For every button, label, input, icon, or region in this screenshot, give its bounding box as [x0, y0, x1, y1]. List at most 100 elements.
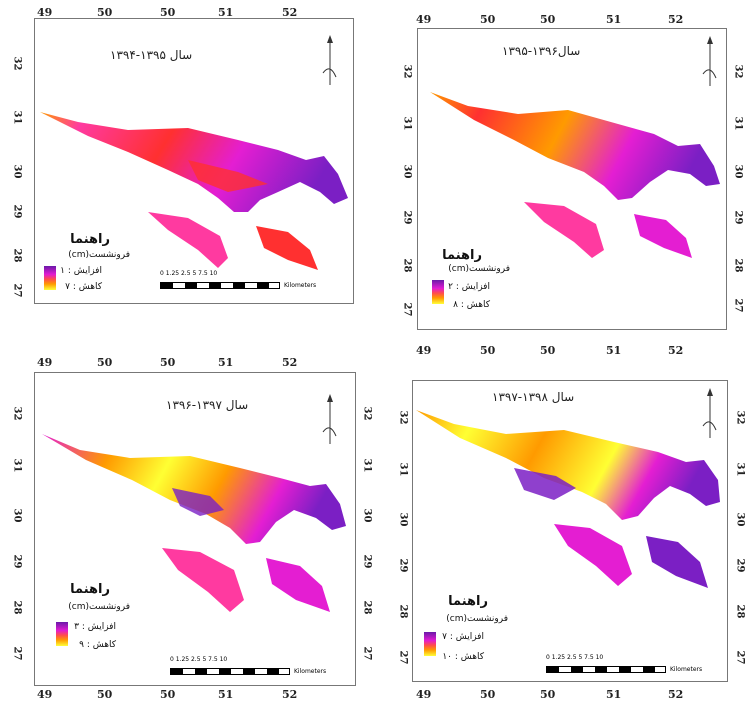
x-tick: 49	[37, 688, 53, 701]
y-tick: 29	[397, 558, 409, 573]
y-tick: 29	[401, 210, 413, 225]
legend-subtitle: فرونشست(cm)	[446, 614, 508, 624]
map-title: سال ۱۳۹۷-۱۳۹۶	[166, 398, 249, 412]
x-tick: 50	[97, 6, 113, 19]
y-tick: 32	[732, 64, 744, 79]
x-tick: 52	[282, 688, 298, 701]
y-tick: 30	[732, 164, 744, 179]
y-tick: 28	[732, 258, 744, 273]
x-tick: 52	[668, 688, 684, 701]
y-tick: 27	[401, 302, 413, 317]
y-tick: 28	[734, 604, 746, 619]
legend-title: راهنما	[448, 594, 488, 609]
x-tick: 52	[282, 6, 298, 19]
map-frame	[417, 28, 727, 330]
x-tick: 50	[97, 356, 113, 369]
x-tick: 50	[540, 344, 556, 357]
x-tick: 50	[540, 688, 556, 701]
scale-bar: 0 1.25 2.5 5 7.5 10 Kilometers	[170, 656, 327, 675]
y-tick: 32	[397, 410, 409, 425]
subsidence-map	[42, 434, 346, 612]
x-tick: 52	[282, 356, 298, 369]
x-tick: 51	[218, 356, 234, 369]
y-tick: 30	[11, 508, 23, 523]
y-tick: 28	[361, 600, 373, 615]
scale-bar: 0 1.25 2.5 5 7.5 10 Kilometers	[160, 270, 317, 289]
legend-decrease: کاهش : ۷	[65, 282, 102, 292]
north-arrow-icon	[702, 388, 717, 438]
legend-color-ramp	[424, 632, 436, 656]
x-tick: 49	[416, 688, 432, 701]
y-tick: 31	[361, 458, 373, 473]
y-tick: 32	[361, 406, 373, 421]
legend-title: راهنما	[70, 582, 110, 597]
y-tick: 31	[397, 462, 409, 477]
legend-increase: افزایش : ۲	[448, 282, 490, 292]
legend: راهنما فرونشست(cm) افزایش : ۲ کاهش : ۸	[420, 248, 530, 318]
subsidence-map	[40, 112, 348, 270]
y-tick: 30	[734, 512, 746, 527]
x-tick: 49	[37, 6, 53, 19]
x-tick: 50	[97, 688, 113, 701]
y-tick: 28	[401, 258, 413, 273]
x-tick: 50	[160, 688, 176, 701]
legend-increase: افزایش : ۷	[442, 632, 484, 642]
legend-title: راهنما	[442, 248, 482, 263]
y-tick: 27	[734, 650, 746, 665]
legend-color-ramp	[44, 266, 56, 290]
x-tick: 52	[668, 344, 684, 357]
north-arrow-icon	[322, 35, 337, 85]
y-tick: 30	[11, 164, 23, 179]
x-tick: 49	[416, 344, 432, 357]
y-tick: 29	[361, 554, 373, 569]
y-tick: 27	[11, 646, 23, 661]
legend-subtitle: فرونشست(cm)	[68, 250, 130, 260]
y-tick: 30	[361, 508, 373, 523]
y-tick: 32	[734, 410, 746, 425]
y-tick: 30	[401, 164, 413, 179]
map-title: سال ۱۳۹۸-۱۳۹۷	[492, 390, 575, 404]
y-tick: 28	[11, 600, 23, 615]
y-tick: 31	[11, 458, 23, 473]
legend-decrease: کاهش : ۱۰	[442, 652, 484, 662]
subsidence-map	[416, 410, 720, 588]
y-tick: 31	[401, 116, 413, 131]
y-tick: 28	[11, 248, 23, 263]
y-tick: 32	[11, 56, 23, 71]
x-tick: 50	[160, 356, 176, 369]
x-tick: 51	[606, 344, 622, 357]
x-tick: 51	[218, 6, 234, 19]
north-arrow-icon	[702, 36, 717, 86]
map-frame	[34, 372, 356, 686]
legend-decrease: کاهش : ۹	[79, 640, 116, 650]
y-tick: 27	[361, 646, 373, 661]
legend-increase: افزایش : ۱	[60, 266, 102, 276]
legend-subtitle: فرونشست(cm)	[448, 264, 510, 274]
y-tick: 27	[397, 650, 409, 665]
y-tick: 29	[11, 204, 23, 219]
x-tick: 49	[37, 356, 53, 369]
legend-decrease: کاهش : ۸	[453, 300, 490, 310]
legend: راهنما فرونشست(cm) افزایش : ۷ کاهش : ۱۰	[418, 594, 528, 674]
y-tick: 32	[401, 64, 413, 79]
y-tick: 32	[11, 406, 23, 421]
x-tick: 51	[606, 13, 622, 26]
map-title: سال۱۳۹۶-۱۳۹۵	[502, 44, 581, 58]
x-tick: 50	[480, 13, 496, 26]
x-tick: 50	[480, 688, 496, 701]
scale-bar: 0 1.25 2.5 5 7.5 10 Kilometers	[546, 654, 703, 673]
y-tick: 29	[732, 210, 744, 225]
legend-increase: افزایش : ۳	[74, 622, 116, 632]
y-tick: 31	[732, 116, 744, 131]
y-tick: 31	[734, 462, 746, 477]
x-tick: 50	[160, 6, 176, 19]
y-tick: 29	[11, 554, 23, 569]
x-tick: 50	[540, 13, 556, 26]
x-tick: 51	[218, 688, 234, 701]
subsidence-map	[430, 92, 720, 258]
legend-color-ramp	[432, 280, 444, 304]
y-tick: 27	[11, 283, 23, 298]
y-tick: 30	[397, 512, 409, 527]
legend-title: راهنما	[70, 232, 110, 247]
legend: راهنما فرونشست(cm) افزایش : ۱ کاهش : ۷	[40, 232, 150, 302]
